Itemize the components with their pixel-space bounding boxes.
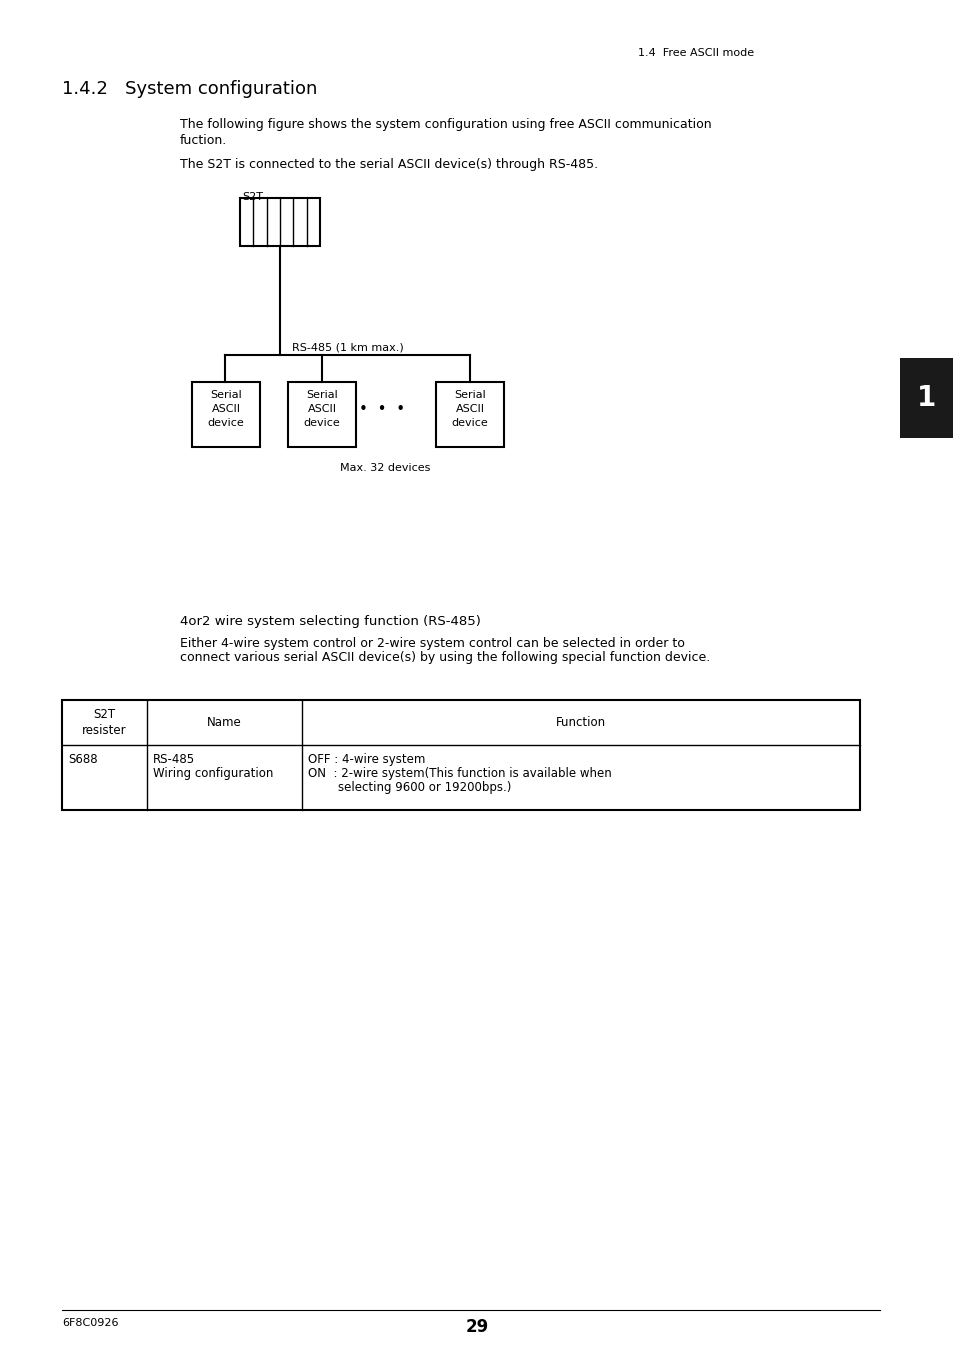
- Text: 1.4  Free ASCII mode: 1.4 Free ASCII mode: [638, 49, 753, 58]
- Text: device: device: [303, 417, 340, 428]
- Text: The following figure shows the system configuration using free ASCII communicati: The following figure shows the system co…: [180, 118, 711, 131]
- Text: 6F8C0926: 6F8C0926: [62, 1319, 118, 1328]
- Text: 1.4.2   System configuration: 1.4.2 System configuration: [62, 80, 317, 99]
- Text: ASCII: ASCII: [212, 404, 240, 413]
- Text: Function: Function: [556, 716, 605, 730]
- Text: ASCII: ASCII: [307, 404, 336, 413]
- Text: 1: 1: [917, 384, 936, 412]
- Text: Either 4-wire system control or 2-wire system control can be selected in order t: Either 4-wire system control or 2-wire s…: [180, 638, 684, 650]
- Text: ON  : 2-wire system(This function is available when: ON : 2-wire system(This function is avai…: [308, 767, 611, 780]
- Bar: [436, 382, 503, 447]
- Text: S688: S688: [68, 753, 97, 766]
- Text: ASCII: ASCII: [455, 404, 484, 413]
- Text: fuction.: fuction.: [180, 134, 227, 147]
- Text: RS-485 (1 km max.): RS-485 (1 km max.): [292, 342, 403, 353]
- Text: Serial: Serial: [210, 390, 242, 400]
- Bar: [240, 199, 319, 246]
- Text: S2T: S2T: [242, 192, 263, 203]
- Text: •  •  •: • • •: [358, 403, 405, 417]
- Text: Max. 32 devices: Max. 32 devices: [339, 463, 430, 473]
- Text: device: device: [451, 417, 488, 428]
- Text: Name: Name: [207, 716, 242, 730]
- Text: selecting 9600 or 19200bps.): selecting 9600 or 19200bps.): [308, 781, 511, 794]
- Text: Wiring configuration: Wiring configuration: [152, 767, 274, 780]
- Text: device: device: [208, 417, 244, 428]
- Text: RS-485: RS-485: [152, 753, 195, 766]
- Text: The S2T is connected to the serial ASCII device(s) through RS-485.: The S2T is connected to the serial ASCII…: [180, 158, 598, 172]
- Text: S2T
resister: S2T resister: [82, 708, 127, 736]
- Bar: [192, 382, 260, 447]
- Text: 4or2 wire system selecting function (RS-485): 4or2 wire system selecting function (RS-…: [180, 615, 480, 628]
- Bar: [288, 382, 355, 447]
- Text: connect various serial ASCII device(s) by using the following special function d: connect various serial ASCII device(s) b…: [180, 651, 709, 663]
- Text: 29: 29: [465, 1319, 488, 1336]
- Bar: [899, 358, 953, 438]
- Text: OFF : 4-wire system: OFF : 4-wire system: [308, 753, 425, 766]
- Text: Serial: Serial: [454, 390, 485, 400]
- Bar: [62, 700, 859, 811]
- Text: Serial: Serial: [306, 390, 337, 400]
